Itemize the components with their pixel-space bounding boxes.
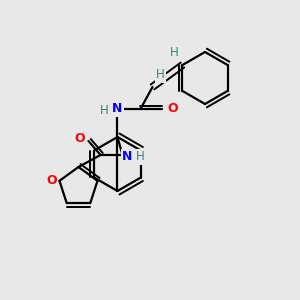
Text: O: O (167, 103, 178, 116)
Text: H: H (136, 151, 145, 164)
Text: H: H (170, 46, 179, 59)
Text: O: O (74, 133, 85, 146)
Text: N: N (122, 151, 133, 164)
Text: H: H (156, 68, 165, 82)
Text: O: O (46, 174, 57, 187)
Text: N: N (112, 103, 123, 116)
Text: H: H (100, 104, 109, 118)
